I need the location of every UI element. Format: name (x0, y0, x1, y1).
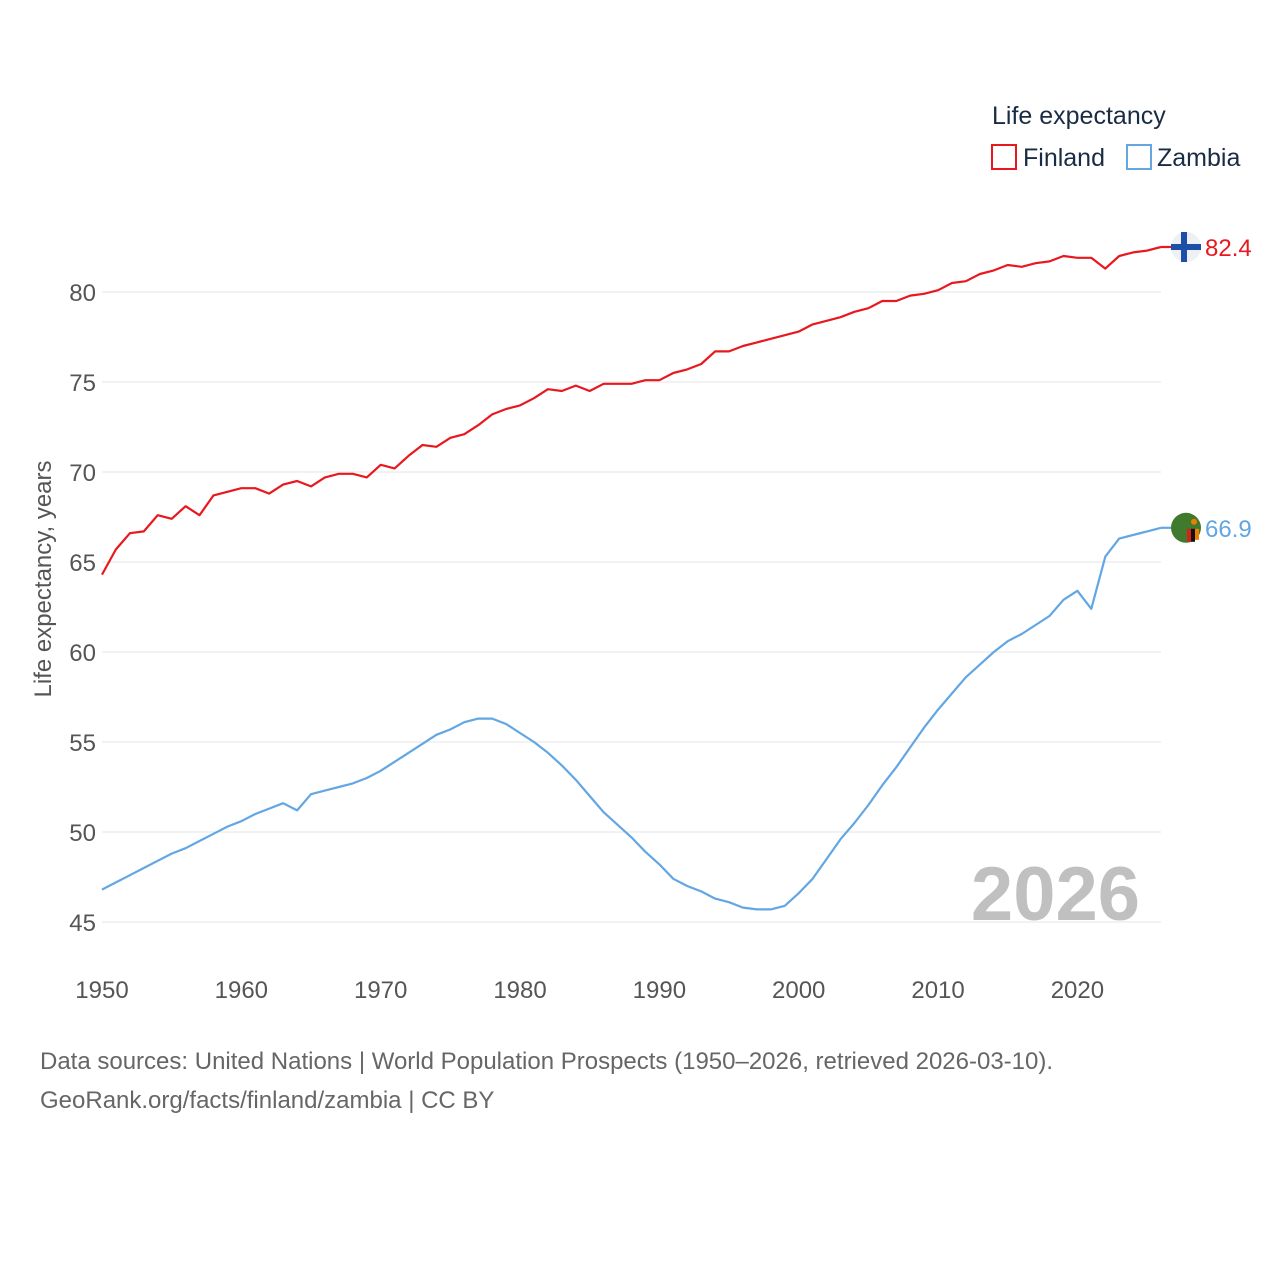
legend: Life expectancy Finland Zambia (991, 102, 1240, 172)
y-tick-label: 80 (69, 280, 96, 307)
legend-swatch-zambia (1126, 144, 1152, 170)
attribution-link[interactable]: GeoRank.org/facts/finland/zambia | CC BY (40, 1087, 495, 1114)
legend-item-finland[interactable]: Finland (991, 144, 1105, 172)
x-tick-label: 2020 (1051, 977, 1104, 1004)
y-tick-label: 60 (69, 640, 96, 667)
series-line-zambia[interactable] (101, 526, 1162, 911)
footer: Data sources: United Nations | World Pop… (40, 1042, 1240, 1120)
finland-flag-icon (1171, 232, 1201, 262)
y-tick-label: 50 (69, 820, 96, 847)
y-tick-label: 70 (69, 460, 96, 487)
zambia-flag-icon (1171, 512, 1201, 543)
x-tick-label: 1970 (354, 977, 407, 1004)
x-tick-label: 2000 (772, 977, 825, 1004)
legend-label-finland: Finland (1023, 144, 1105, 172)
series-lines (101, 245, 1162, 911)
y-axis-ticks: 45 50 55 60 65 70 75 80 (69, 280, 96, 937)
legend-swatch-finland (991, 144, 1017, 170)
x-tick-label: 1950 (75, 977, 128, 1004)
y-tick-label: 45 (69, 910, 96, 937)
end-value-label-zambia: 66.9 (1205, 516, 1252, 543)
x-tick-label: 1990 (633, 977, 686, 1004)
end-value-label-finland: 82.4 (1205, 235, 1252, 262)
life-expectancy-chart: 45 50 55 60 65 70 75 80 1950 1960 1970 1980 1990 200… (30, 102, 1252, 1004)
series-line-finland[interactable] (101, 245, 1162, 576)
x-tick-label: 1960 (215, 977, 268, 1004)
legend-label-zambia: Zambia (1157, 144, 1240, 172)
series-endpoints: 82.4 66.9 (1161, 232, 1252, 543)
data-source-text: Data sources: United Nations | World Pop… (40, 1048, 1054, 1075)
legend-title: Life expectancy (992, 102, 1166, 130)
x-tick-label: 1980 (493, 977, 546, 1004)
y-tick-label: 55 (69, 730, 96, 757)
y-tick-label: 75 (69, 370, 96, 397)
x-tick-label: 2010 (911, 977, 964, 1004)
x-axis-ticks: 1950 1960 1970 1980 1990 2000 2010 2020 (75, 977, 1104, 1004)
y-axis-title: Life expectancy, years (30, 460, 57, 697)
current-year-label: 2026 (971, 852, 1140, 937)
legend-item-zambia[interactable]: Zambia (1126, 144, 1240, 172)
y-tick-label: 65 (69, 550, 96, 577)
grid-lines (102, 291, 1161, 923)
